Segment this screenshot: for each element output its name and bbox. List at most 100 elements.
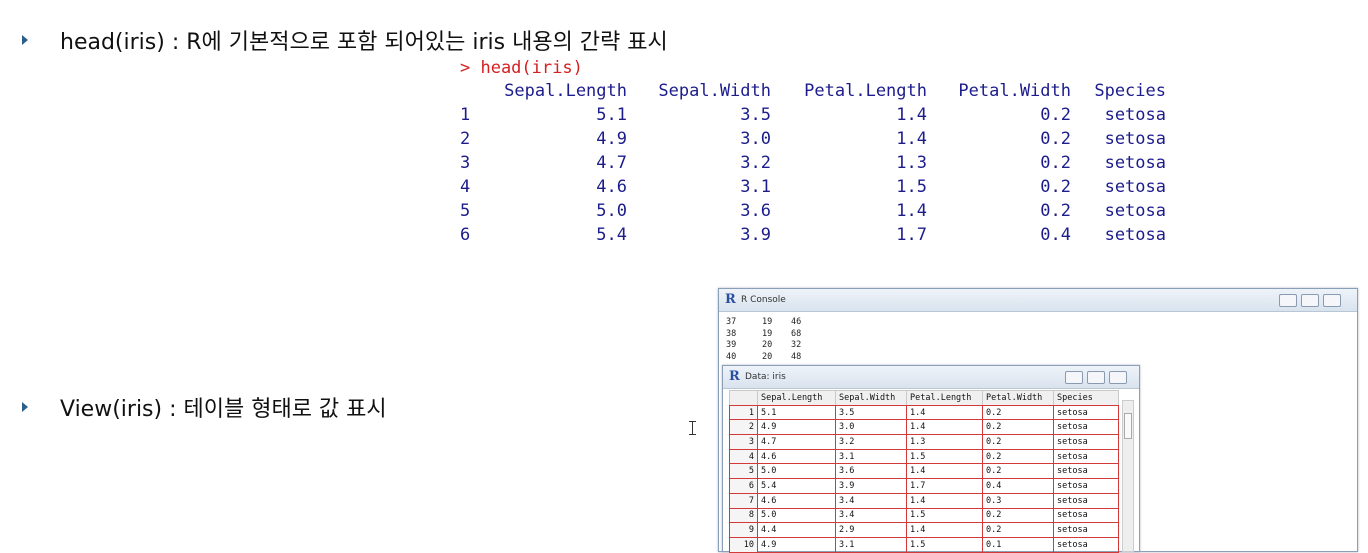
data-row: 5 5.0 3.6 1.4 0.2 setosa <box>729 463 1119 480</box>
text-cursor <box>689 434 696 435</box>
cell: 0.2 <box>982 448 1054 465</box>
cell: 1.5 <box>906 536 983 553</box>
cell: 0.2 <box>982 404 1054 421</box>
cell: 4.7 <box>757 434 836 450</box>
maximize-button[interactable] <box>1087 371 1105 384</box>
cell: setosa <box>1053 522 1119 538</box>
bullet-text: View(iris) : 테이블 형태로 값 표시 <box>60 397 387 422</box>
column-header: Species <box>1094 81 1166 101</box>
row-number: 4 <box>460 177 471 197</box>
cell: setosa <box>1104 129 1166 149</box>
column-header: Species <box>1053 390 1119 406</box>
cell: 2.9 <box>835 522 907 538</box>
cell: setosa <box>1053 492 1119 509</box>
cell: 3.2 <box>835 434 907 450</box>
cell: 1.4 <box>906 404 983 421</box>
cell: 3.1 <box>835 448 907 465</box>
row-number: 6 <box>729 478 758 494</box>
column-header: Petal.Width <box>982 390 1054 406</box>
cell: setosa <box>1104 225 1166 245</box>
data-row: 8 5.0 3.4 1.5 0.2 setosa <box>729 507 1119 524</box>
title-bar: R R Console <box>719 289 1357 312</box>
cell: setosa <box>1104 153 1166 173</box>
console-line-text: 39 <box>726 340 737 350</box>
data-row: 10 4.9 3.1 1.5 0.1 setosa <box>729 536 1119 553</box>
cell: 5.4 <box>596 225 627 245</box>
cell: 4.6 <box>757 448 836 465</box>
row-number: 2 <box>460 129 471 149</box>
row-number: 4 <box>729 448 758 465</box>
cell: 3.9 <box>835 478 907 494</box>
column-header: Petal.Length <box>804 81 927 101</box>
corner-cell <box>729 390 758 406</box>
cell: 4.7 <box>596 153 627 173</box>
data-row: 3 4.7 3.2 1.3 0.2 setosa <box>729 434 1119 450</box>
cell: 4.9 <box>757 419 836 436</box>
data-row: 4 4.6 3.1 1.5 0.2 setosa <box>729 448 1119 465</box>
cell: 1.4 <box>896 201 927 221</box>
row-number: 1 <box>460 105 471 125</box>
scrollbar[interactable] <box>1122 400 1134 552</box>
cell: 3.1 <box>835 536 907 553</box>
data-table: Sepal.Length Sepal.Width Petal.Length Petal… <box>729 390 1119 553</box>
console-line-text: 38 <box>726 328 737 339</box>
cell: setosa <box>1104 177 1166 197</box>
column-header: Petal.Length <box>906 390 983 406</box>
console-line-text: 19 <box>762 317 773 327</box>
cell: 5.1 <box>757 404 836 421</box>
cell: 3.0 <box>740 129 771 149</box>
text-cursor <box>689 421 696 422</box>
title-bar: R Data: iris <box>723 366 1139 389</box>
cell: 0.3 <box>982 492 1054 509</box>
cell: 4.4 <box>757 522 836 538</box>
cell: 1.7 <box>906 478 983 494</box>
text-cursor <box>692 421 693 435</box>
cell: setosa <box>1053 536 1119 553</box>
cell: 1.4 <box>896 129 927 149</box>
bullet-text: head(iris) : R에 기본적으로 포함 되어있는 iris 내용의 간… <box>60 30 668 55</box>
maximize-button[interactable] <box>1301 294 1319 307</box>
console-line-text: 46 <box>791 317 802 327</box>
cell: 0.2 <box>982 419 1054 436</box>
minimize-button[interactable] <box>1279 294 1297 307</box>
cell: 4.9 <box>596 129 627 149</box>
row-number: 6 <box>460 225 471 245</box>
cell: 5.0 <box>757 507 836 524</box>
cell: 0.2 <box>982 463 1054 480</box>
cell: setosa <box>1104 105 1166 125</box>
cell: 5.0 <box>596 201 627 221</box>
column-header: Petal.Width <box>958 81 1071 101</box>
cell: setosa <box>1053 448 1119 465</box>
console-line-text: 48 <box>791 351 802 362</box>
cell: 1.3 <box>906 434 983 450</box>
scroll-thumb[interactable] <box>1124 413 1132 439</box>
data-row: 7 4.6 3.4 1.4 0.3 setosa <box>729 492 1119 509</box>
cell: 3.9 <box>740 225 771 245</box>
minimize-button[interactable] <box>1065 371 1083 384</box>
close-button[interactable] <box>1323 294 1341 307</box>
cell: setosa <box>1053 478 1119 494</box>
cell: 3.5 <box>740 105 771 125</box>
window-title: Data: iris <box>745 372 786 382</box>
console-line-text: 20 <box>762 340 773 350</box>
cell: 4.9 <box>757 536 836 553</box>
cell: setosa <box>1053 404 1119 421</box>
data-row: 6 5.4 3.9 1.7 0.4 setosa <box>729 478 1119 494</box>
cell: 0.4 <box>1040 225 1071 245</box>
cell: 0.2 <box>1040 105 1071 125</box>
column-header: Sepal.Width <box>835 390 907 406</box>
row-number: 1 <box>729 404 758 421</box>
console-line-text: 20 <box>762 351 773 362</box>
console-prompt: > head(iris) <box>460 58 583 78</box>
console-line-text: 19 <box>762 328 773 339</box>
cell: setosa <box>1053 463 1119 480</box>
cell: 5.4 <box>757 478 836 494</box>
data-row: 9 4.4 2.9 1.4 0.2 setosa <box>729 522 1119 538</box>
row-number: 10 <box>729 536 758 553</box>
cell: setosa <box>1104 201 1166 221</box>
cell: 0.4 <box>982 478 1054 494</box>
close-button[interactable] <box>1109 371 1127 384</box>
console-line-text: 40 <box>726 351 737 362</box>
cell: 1.4 <box>906 492 983 509</box>
